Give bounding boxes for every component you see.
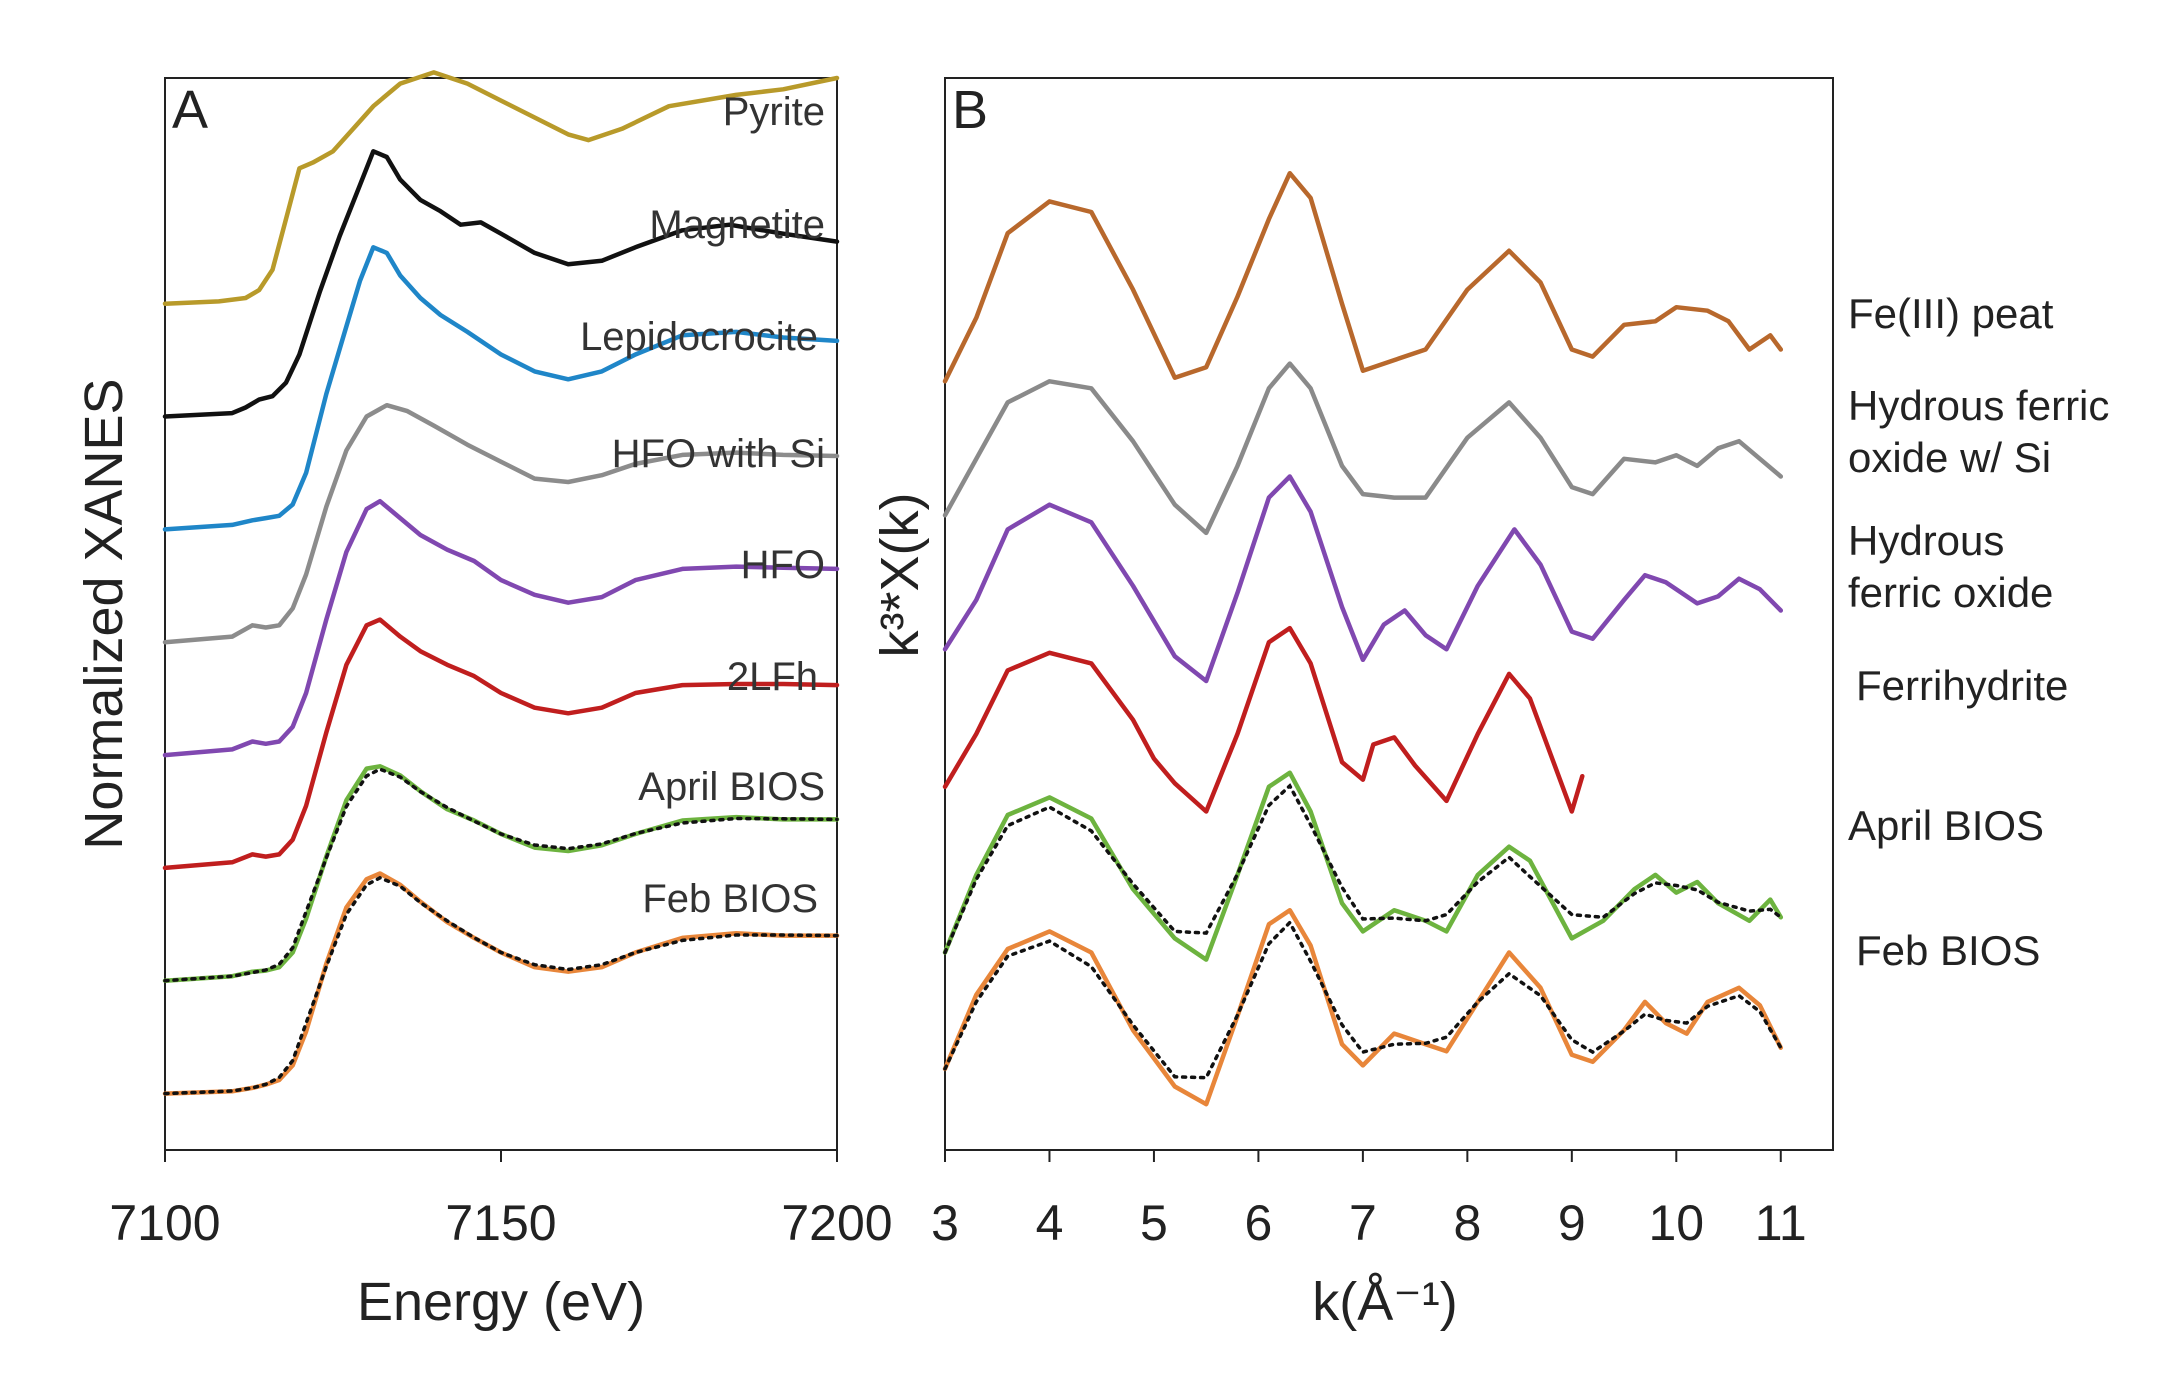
- panel-b-series-hydrous-ferric-oxide: [942, 474, 1784, 684]
- panel-a-series-lepidocrocite: [162, 245, 840, 532]
- panel-b-series-hydrous-ferric-oxide-w-si: [942, 361, 1784, 536]
- panel-a-label-april-bios: April BIOS: [638, 765, 825, 809]
- panel-a-series-2lfh: [162, 617, 840, 871]
- panel-a-label-feb-bios: Feb BIOS: [642, 877, 818, 921]
- panel-b-label-ferrihydrite: Ferrihydrite: [1856, 662, 2068, 709]
- panel-b-frame: [944, 77, 1834, 1151]
- panel-b-fit-april-bios: [943, 783, 1783, 955]
- panel-b-letter: B: [952, 80, 988, 140]
- panel-b-series-feb-bios: [942, 907, 1784, 1107]
- panel-a-xtick-label-7200: 7200: [781, 1195, 892, 1251]
- panel-b-fit-feb-bios: [943, 919, 1783, 1080]
- panel-b-label-april-bios: April BIOS: [1848, 802, 2044, 849]
- panel-a-series-labels: Pyrite Magnetite Lepidocrocite HFO with Si H…: [580, 90, 825, 921]
- panel-a-xtick-label-7100: 7100: [109, 1195, 220, 1251]
- panel-b-xtick-label-4: 4: [1036, 1195, 1064, 1251]
- panel-a-xlabel: Energy (eV): [357, 1272, 645, 1332]
- panel-b-xtick-label-7: 7: [1349, 1195, 1377, 1251]
- panel-b-ylabel: k³*X(k): [870, 493, 930, 658]
- panel-b-xtick-label-3: 3: [931, 1195, 959, 1251]
- panel-b-curves: [942, 170, 1784, 1107]
- panel-a-xtick-label-7150: 7150: [445, 1195, 556, 1251]
- panel-b-label-hydrous-ferric-oxide: Hydrous ferric oxide: [1848, 517, 2053, 616]
- panel-a-series-hfo: [162, 498, 840, 758]
- panel-a-fit-april-bios: [163, 767, 839, 983]
- panel-a-label-hfo-with-si: HFO with Si: [612, 432, 825, 476]
- panel-a-series-hfo-with-si: [162, 402, 840, 645]
- panel-b-xlabel: k(Å⁻¹): [1312, 1272, 1457, 1332]
- panel-b-series-ferrihydrite: [942, 625, 1585, 814]
- panel-b-xtick-label-10: 10: [1648, 1195, 1704, 1251]
- panel-b-label-hydrous-ferric-oxide-w-si: Hydrous ferric oxide w/ Si: [1848, 382, 2109, 481]
- panel-b-ticks: 3 4 5 6 7 8 9 10 11: [931, 1150, 1807, 1251]
- panel-a-series-magnetite: [162, 149, 840, 419]
- panel-a-series-pyrite: [162, 70, 840, 306]
- panel-b-series-april-bios: [942, 770, 1784, 962]
- panel-b-label-feb-bios: Feb BIOS: [1856, 927, 2040, 974]
- panel-a-fit-feb-bios: [163, 875, 839, 1096]
- panel-b-xtick-label-9: 9: [1558, 1195, 1586, 1251]
- panel-a-label-2lfh: 2LFh: [727, 655, 818, 699]
- panel-b-series-fe-iii-peat: [942, 170, 1784, 384]
- panel-b: B k(Å⁻¹) k³*X(k) 3 4 5 6 7 8 9 10 11 Fe(III) pea…: [870, 77, 2109, 1332]
- panel-a-letter: A: [172, 80, 208, 140]
- panel-a-ticks: 7100 7150 7200: [109, 1150, 893, 1251]
- panel-a: A Energy (eV) Normalized XANES 7100 7150 7…: [74, 70, 893, 1332]
- panel-a-label-lepidocrocite: Lepidocrocite: [580, 315, 818, 359]
- panel-b-xtick-label-11: 11: [1755, 1195, 1807, 1251]
- panel-b-xtick-label-8: 8: [1453, 1195, 1481, 1251]
- panel-b-xtick-label-6: 6: [1245, 1195, 1273, 1251]
- panel-a-curves: [162, 70, 840, 1096]
- panel-b-label-fe-iii-peat: Fe(III) peat: [1848, 290, 2054, 337]
- panel-a-label-magnetite: Magnetite: [649, 203, 825, 247]
- panel-b-xtick-label-5: 5: [1140, 1195, 1168, 1251]
- panel-a-ylabel: Normalized XANES: [74, 378, 134, 849]
- panel-a-label-pyrite: Pyrite: [723, 90, 825, 134]
- panel-a-label-hfo: HFO: [741, 543, 825, 587]
- panel-b-series-labels: Fe(III) peat Hydrous ferric oxide w/ Si Hyd…: [1848, 290, 2109, 974]
